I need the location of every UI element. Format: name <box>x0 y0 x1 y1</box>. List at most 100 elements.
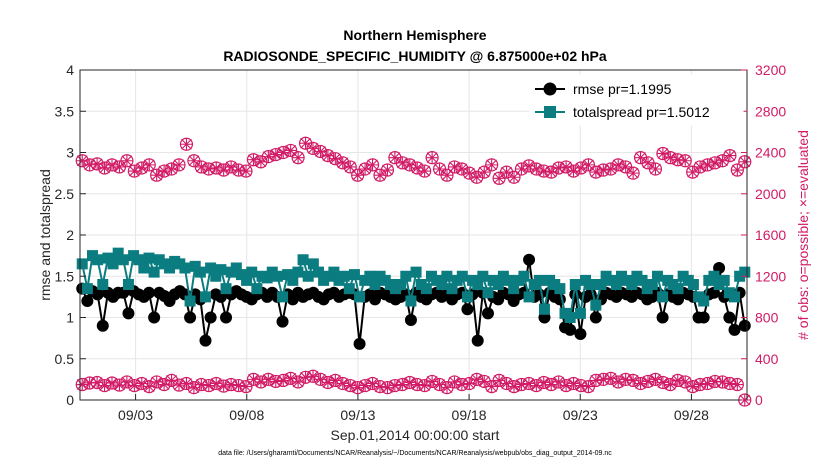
obs_evaluated-marker <box>351 169 364 182</box>
obs_evaluated_low-marker <box>366 377 379 390</box>
footnote: data file: /Users/gharamti/Documents/NCA… <box>218 450 612 457</box>
totalspread-point <box>590 299 602 311</box>
obs_evaluated_low-marker <box>292 375 305 388</box>
totalspread-point <box>574 307 586 319</box>
y-tick-label-right: 1600 <box>755 227 786 243</box>
totalspread-point <box>220 283 232 295</box>
y-tick-label-right: 800 <box>755 310 779 326</box>
y-axis-label-left: rmse and totalspread <box>37 169 53 301</box>
totalspread-point <box>610 279 622 290</box>
obs_evaluated-marker <box>254 155 267 168</box>
totalspread-point <box>626 279 638 290</box>
obs_evaluated_low-marker <box>619 373 632 386</box>
obs_evaluated-marker <box>359 163 372 175</box>
rmse-point <box>564 323 577 336</box>
rmse-point <box>142 286 155 299</box>
legend-totalspread-marker <box>544 106 556 118</box>
obs_evaluated_low-marker <box>478 375 491 388</box>
y-axis-label-right: # of obs: o=possible; ×=evaluated <box>795 130 811 340</box>
totalspread-point <box>687 279 699 290</box>
obs_evaluated-marker <box>262 150 275 163</box>
x-tick-label: 09/28 <box>674 407 709 423</box>
obs_evaluated_low-marker <box>202 379 215 392</box>
obs_evaluated_low-marker <box>686 380 699 393</box>
totalspread-point <box>538 303 550 315</box>
obs_evaluated-marker <box>723 149 736 162</box>
totalspread-point <box>241 274 253 286</box>
obs_evaluated_low-marker <box>254 375 267 388</box>
ticks: 0 0.5 1 1.5 2 2.5 3 3.5 4 0 400 800 1200 1600 2000 2400… <box>55 62 787 423</box>
obs_evaluated-marker <box>574 161 587 174</box>
obs_evaluated-marker <box>716 154 729 167</box>
obs_evaluated-marker <box>634 151 647 164</box>
obs_evaluated-marker <box>113 160 126 173</box>
totalspread-point <box>523 291 535 303</box>
obs_evaluated-marker <box>336 156 349 169</box>
obs_evaluated_low-marker <box>180 377 193 390</box>
obs_evaluated_low-marker <box>314 373 327 386</box>
series-layer <box>75 136 752 407</box>
totalspread-point <box>436 279 448 290</box>
obs_evaluated_low-marker <box>329 374 342 387</box>
obs_evaluated_low-marker <box>106 376 119 389</box>
obs_evaluated_low-marker <box>403 376 416 389</box>
obs_evaluated-marker <box>195 160 208 173</box>
totalspread-point <box>503 274 515 286</box>
obs_evaluated-marker <box>604 163 617 175</box>
obs_evaluated-marker <box>612 158 625 171</box>
obs_evaluated-marker <box>656 147 669 160</box>
obs_evaluated-marker <box>232 164 245 177</box>
obs_evaluated-marker <box>649 163 662 175</box>
totalspread-point <box>369 279 381 290</box>
totalspread-point <box>395 279 407 290</box>
obs_evaluated_low-marker <box>247 373 260 386</box>
obs_evaluated-marker <box>411 161 424 174</box>
totalspread-point <box>97 279 109 290</box>
obs_evaluated-marker <box>470 171 483 184</box>
obs_evaluated-marker <box>552 161 565 174</box>
y-tick-label-right: 1200 <box>755 268 786 284</box>
totalspread-point <box>477 270 489 282</box>
obs_evaluated-marker <box>738 155 751 168</box>
obs_evaluated-marker <box>694 160 707 173</box>
obs_evaluated_low-marker <box>210 377 223 390</box>
obs_evaluated-marker <box>679 154 692 167</box>
obs_evaluated_low-marker <box>582 380 595 393</box>
rmse-point <box>481 307 494 320</box>
obs_evaluated-marker <box>396 156 409 169</box>
obs_evaluated-marker <box>388 151 401 164</box>
obs_evaluated-marker <box>98 161 111 174</box>
totalspread-point <box>508 283 520 295</box>
totalspread-point <box>194 266 206 278</box>
totalspread-point <box>148 266 160 278</box>
obs_evaluated-marker <box>418 165 431 178</box>
totalspread-point <box>400 270 412 282</box>
obs_evaluated_low-marker <box>195 378 208 391</box>
obs_evaluated-marker <box>76 154 89 167</box>
obs_evaluated_low-marker <box>664 378 677 391</box>
obs_evaluated_low-marker <box>716 375 729 388</box>
totalspread-point <box>143 252 155 264</box>
obs_evaluated_low-marker <box>98 379 111 392</box>
obs_evaluated_low-marker <box>351 381 364 394</box>
obs_evaluated-marker <box>292 151 305 164</box>
obs_evaluated-marker <box>277 146 290 159</box>
obs_evaluated_low-marker <box>411 378 424 391</box>
rmse-point <box>220 311 233 324</box>
obs_evaluated-marker <box>560 160 573 173</box>
totalspread-point <box>302 270 314 282</box>
obs_evaluated-marker <box>143 158 156 171</box>
legend-rmse-label: rmse pr=1.1995 <box>573 81 672 97</box>
obs_evaluated-marker <box>91 157 104 170</box>
totalspread-point <box>138 262 150 274</box>
totalspread-point <box>585 279 597 290</box>
obs_evaluated-marker <box>187 154 200 167</box>
obs_evaluated-marker <box>664 151 677 164</box>
totalspread-point <box>215 264 227 276</box>
totalspread-point <box>107 258 119 270</box>
obs_evaluated_low-marker <box>240 380 253 393</box>
obs_evaluated_low-marker <box>455 378 468 391</box>
totalspread-point <box>348 269 360 281</box>
obs_evaluated_low-marker <box>150 375 163 388</box>
